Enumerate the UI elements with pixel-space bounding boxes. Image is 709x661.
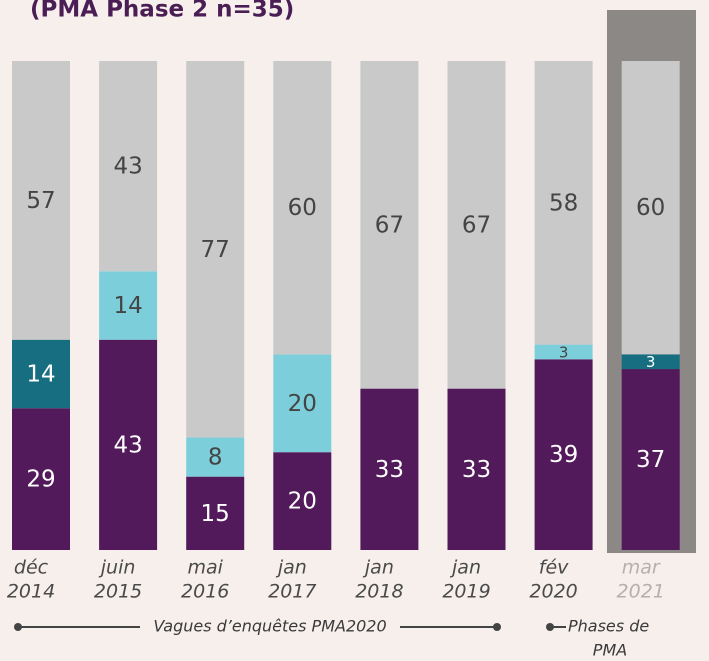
x-tick-label: jan xyxy=(362,557,394,579)
data-label: 29 xyxy=(26,467,55,493)
bar-segment xyxy=(99,61,158,272)
data-label: 39 xyxy=(549,442,578,468)
x-tick-label: 2016 xyxy=(181,581,229,603)
data-label: 14 xyxy=(113,293,142,319)
x-tick-label: 2019 xyxy=(442,581,490,603)
bar-segment xyxy=(447,61,506,389)
chart-title: (PMA Phase 2 n=35) xyxy=(30,0,294,23)
bar-segment xyxy=(534,61,593,345)
bar-segment xyxy=(273,61,332,355)
annotation-dot xyxy=(14,623,22,631)
data-label: 15 xyxy=(201,501,230,527)
data-label: 3 xyxy=(559,343,569,361)
bar-segment xyxy=(447,388,506,550)
bar-segment xyxy=(186,437,245,477)
x-tick-label: 2015 xyxy=(94,581,142,603)
bar-segment xyxy=(360,61,419,389)
x-tick-label: 2021 xyxy=(617,581,665,603)
data-label: 60 xyxy=(288,195,317,221)
x-tick-label: mai xyxy=(187,557,223,579)
bar-segment xyxy=(273,452,332,550)
bar-segment xyxy=(99,271,158,340)
bar-segment xyxy=(12,408,70,550)
data-label: 77 xyxy=(201,237,230,263)
data-label: 20 xyxy=(288,489,317,515)
data-label: 33 xyxy=(462,457,491,483)
x-tick-label: mar xyxy=(622,557,661,579)
data-label: 8 xyxy=(208,445,223,471)
annotation-phases: PMA xyxy=(593,641,627,660)
annotation-dot xyxy=(493,623,501,631)
annotation-phases: Phases de xyxy=(568,617,649,636)
bar-segment xyxy=(273,354,332,453)
bar-segment xyxy=(186,61,245,438)
data-label: 37 xyxy=(636,447,665,473)
bar-segment xyxy=(621,354,680,370)
data-label: 67 xyxy=(462,212,491,238)
data-label: 57 xyxy=(26,188,55,214)
data-label: 33 xyxy=(375,457,404,483)
data-label: 43 xyxy=(113,154,142,180)
bar-segment xyxy=(12,61,70,340)
bar-segment xyxy=(12,339,70,409)
data-label: 58 xyxy=(549,190,578,216)
x-tick-label: juin xyxy=(98,557,136,579)
data-label: 67 xyxy=(375,212,404,238)
bar-segment xyxy=(186,476,245,550)
x-tick-label: jan xyxy=(275,557,307,579)
x-tick-label: fév xyxy=(539,557,569,579)
x-tick-label: déc xyxy=(14,557,49,579)
data-label: 20 xyxy=(288,391,317,417)
data-label: 3 xyxy=(646,353,656,371)
bar-segment xyxy=(360,388,419,550)
x-tick-label: 2020 xyxy=(529,581,577,603)
data-label: 43 xyxy=(113,432,142,458)
bar-segment xyxy=(534,359,593,550)
bar-segment xyxy=(99,339,158,550)
x-tick-label: 2014 xyxy=(7,581,55,603)
data-label: 60 xyxy=(636,195,665,221)
x-tick-label: jan xyxy=(449,557,481,579)
data-label: 14 xyxy=(26,361,55,387)
x-tick-label: 2017 xyxy=(268,581,316,603)
bar-segment xyxy=(621,61,680,355)
annotation-waves: Vagues d’enquêtes PMA2020 xyxy=(153,617,386,636)
bar-segment xyxy=(621,369,680,550)
x-tick-label: 2018 xyxy=(355,581,403,603)
bar-segment xyxy=(534,344,593,360)
